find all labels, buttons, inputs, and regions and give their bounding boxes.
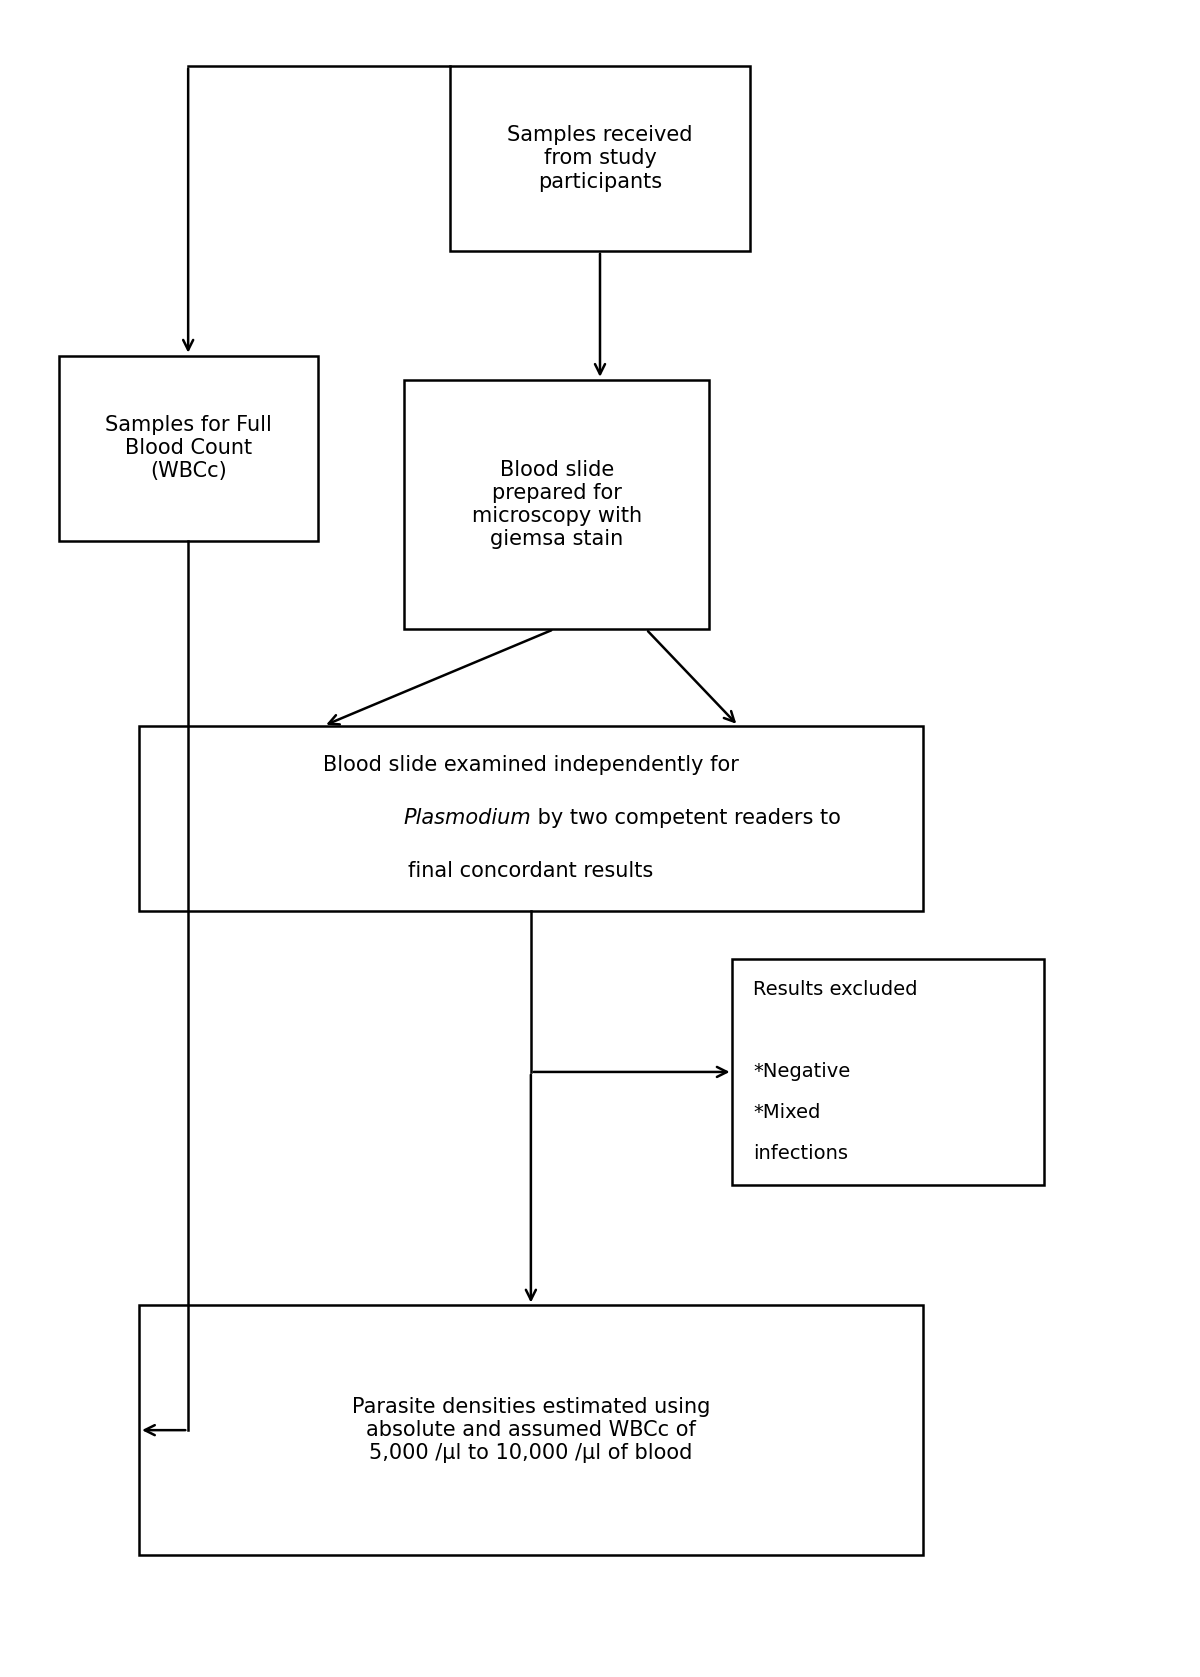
- Bar: [139, 1305, 923, 1555]
- Text: Samples for Full
Blood Count
(WBCc): Samples for Full Blood Count (WBCc): [104, 414, 271, 481]
- Text: *Negative: *Negative: [754, 1063, 851, 1082]
- Text: Results excluded: Results excluded: [754, 981, 918, 999]
- Text: Samples received
from study
participants: Samples received from study participants: [508, 126, 692, 191]
- Bar: [450, 65, 750, 252]
- Text: infections: infections: [754, 1144, 848, 1164]
- Text: final concordant results: final concordant results: [408, 862, 654, 882]
- Text: Plasmodium: Plasmodium: [403, 808, 530, 828]
- Text: Blood slide examined independently for: Blood slide examined independently for: [323, 755, 739, 775]
- Text: *Mixed: *Mixed: [754, 1103, 821, 1122]
- Bar: [404, 379, 709, 629]
- Bar: [139, 726, 923, 911]
- Text: Blood slide
prepared for
microscopy with
giemsa stain: Blood slide prepared for microscopy with…: [472, 459, 642, 550]
- Bar: [732, 959, 1044, 1184]
- Text: Parasite densities estimated using
absolute and assumed WBCc of
5,000 /µl to 10,: Parasite densities estimated using absol…: [352, 1397, 710, 1464]
- Text: by two competent readers to: by two competent readers to: [530, 808, 841, 828]
- Bar: [59, 356, 318, 540]
